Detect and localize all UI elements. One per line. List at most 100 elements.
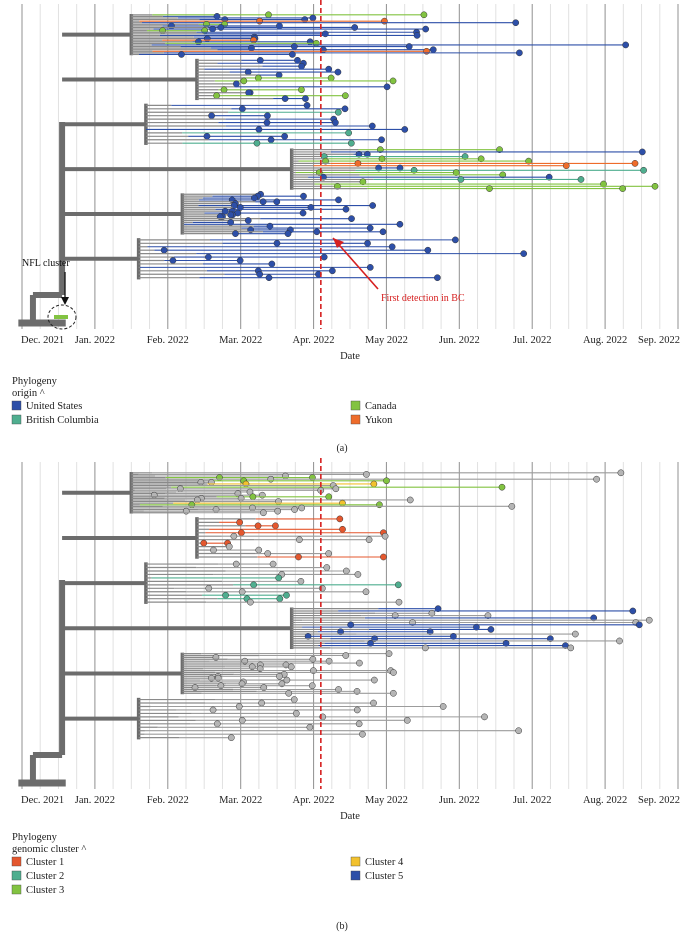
tip-point [169,257,177,264]
tip-point [230,532,238,540]
legend-swatch [350,856,361,867]
tip-point [396,220,404,228]
legend-title: Phylogeny [12,376,58,387]
tip-point [635,621,643,629]
tip-point [477,155,485,163]
tip-point [348,215,355,222]
x-tick-label: Jan. 2022 [75,335,115,346]
tip-point [410,166,418,174]
tip-point [341,92,349,100]
tip-point [232,230,239,237]
panel-a: Dec. 2021 Jan. 2022 Feb. 2022 Mar. 2022 Apr.… [11,0,680,426]
tip-point [208,112,215,120]
tip-point [213,720,221,728]
tip-point [306,38,314,46]
x-tick-label: Sep. 2022 [638,795,680,806]
legend-swatch [11,400,22,411]
tip-point [562,162,570,170]
tip-point [375,164,382,172]
tip-point [320,253,328,261]
tip-point [395,598,403,606]
tip-point [381,532,389,540]
x-axis-title: Date [340,351,360,362]
tip-point [590,614,598,622]
annotation-nfl-circle [47,304,77,330]
tip-point [178,51,185,58]
tip-point [188,501,196,509]
tip-point [622,41,630,49]
tip-point [342,567,350,575]
tip-point [299,209,307,217]
x-tick-label: Sep. 2022 [638,335,680,346]
tip-point [363,471,370,478]
tip-point [182,507,190,515]
tip-point [194,496,201,504]
tip-point [351,24,359,31]
tip-point [366,264,374,271]
tip-point [296,536,303,544]
tip-point [255,126,263,133]
tip-point [227,734,235,742]
x-tick-label: Aug. 2022 [583,335,627,346]
tip-point [380,553,387,561]
tip-point [525,157,532,165]
annotations: NFL cluster First detection in BC [22,237,465,330]
tip-point [342,205,350,213]
tip-point [276,22,283,30]
tip-point [274,507,282,515]
grid [21,462,679,789]
tip-point [227,211,235,219]
tip-point [651,182,659,190]
tip-point [300,192,307,200]
tip-point [390,669,397,676]
x-tick-label: Jun. 2022 [439,795,480,806]
tip-point [422,25,430,33]
legend-label: Cluster 2 [26,871,64,882]
legend-title: Phylogeny [12,832,58,843]
tip-point [341,105,349,113]
tip-point [256,270,264,278]
tip-point [256,17,264,25]
tip-point [265,11,272,19]
tip-point [238,529,245,537]
tip-point [283,676,291,684]
tip-point [313,228,321,236]
tip-point [334,108,342,116]
tip-point [413,32,421,39]
tip-point [369,202,376,209]
tip-point [205,584,213,592]
tip-point [287,663,295,671]
tip-point [255,74,262,82]
tip-point [213,13,221,20]
tip-point [572,630,579,638]
tip-point [264,550,272,557]
tip-point [473,623,480,631]
tip-point [276,672,283,680]
x-tick-label: Jul. 2022 [513,335,552,346]
tip-point [617,469,625,477]
tip-point [356,659,363,667]
tip-point [302,95,309,102]
legend-swatch [350,400,361,411]
tip-point [244,217,252,224]
tip-point [254,522,262,530]
tip-point [240,77,248,85]
tip-point [365,536,373,544]
panel-a-label: (a) [336,443,347,454]
tip-point [309,14,317,22]
tip-point [237,495,245,502]
x-tick-label: May 2022 [365,335,408,346]
x-tick-label: Jun. 2022 [439,335,480,346]
tip-point [203,132,211,140]
tip-point [439,703,447,710]
tip-point [208,479,215,486]
tip-point [520,250,528,257]
tip-point [345,129,352,137]
tip-point [236,519,243,526]
tip-point [268,260,276,268]
tip-point [355,720,363,728]
tip-point [434,274,441,282]
legend-label: United States [26,401,82,412]
